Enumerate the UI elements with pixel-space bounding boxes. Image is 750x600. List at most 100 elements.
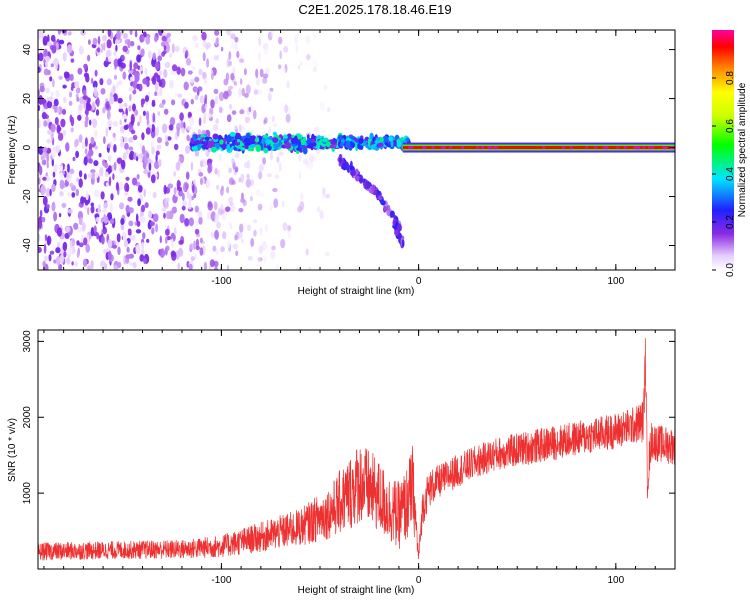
heatmap-cell bbox=[176, 66, 181, 75]
heatmap-cell bbox=[234, 166, 239, 173]
heatmap-cell bbox=[185, 145, 190, 154]
heatmap-cell bbox=[119, 202, 125, 210]
heatmap-cell bbox=[170, 238, 174, 249]
heatmap-cell bbox=[171, 206, 177, 214]
heatmap-cell bbox=[42, 146, 48, 153]
heatmap-cell bbox=[228, 177, 235, 185]
heatmap-cell bbox=[308, 266, 312, 270]
heatmap-cell bbox=[113, 58, 119, 68]
heatmap-cell bbox=[247, 255, 253, 261]
heatmap-cell bbox=[62, 241, 68, 252]
heatmap-cell bbox=[256, 77, 260, 86]
heatmap-cell bbox=[273, 131, 277, 136]
heatmap-cell bbox=[258, 245, 263, 254]
heatmap-cell bbox=[53, 98, 59, 107]
heatmap-cell bbox=[299, 148, 303, 153]
heatmap-cell bbox=[220, 188, 224, 196]
heatmap-cell bbox=[90, 227, 95, 237]
heatmap-cell bbox=[99, 78, 104, 86]
heatmap-cell bbox=[151, 227, 155, 235]
heatmap-cell bbox=[140, 204, 146, 213]
heatmap-cell bbox=[165, 43, 170, 53]
heatmap-cell bbox=[90, 205, 95, 214]
heatmap-cell bbox=[78, 178, 83, 188]
heatmap-cell bbox=[387, 204, 391, 212]
heatmap-cell bbox=[171, 43, 175, 54]
heatmap-cell bbox=[240, 198, 246, 203]
heatmap-cell bbox=[109, 202, 113, 213]
heatmap-cell bbox=[139, 215, 146, 224]
heatmap-cell bbox=[253, 110, 257, 120]
heatmap-cell bbox=[198, 68, 203, 76]
heatmap-cell bbox=[189, 78, 195, 83]
heatmap-cell bbox=[271, 245, 276, 251]
heatmap-cell bbox=[272, 187, 278, 193]
heatmap-cell bbox=[158, 79, 163, 87]
heatmap-cell bbox=[258, 171, 263, 180]
heatmap-cell bbox=[228, 51, 232, 60]
heatmap-cell bbox=[168, 52, 173, 58]
heatmap-cell bbox=[239, 140, 243, 148]
heatmap-cell bbox=[122, 45, 128, 52]
heatmap-cell bbox=[131, 177, 138, 186]
heatmap-cell bbox=[246, 224, 252, 232]
heatmap-cell bbox=[53, 164, 58, 174]
heatmap-cell bbox=[58, 263, 63, 270]
heatmap-cell bbox=[129, 30, 133, 36]
heatmap-cell bbox=[319, 101, 325, 111]
heatmap-cell bbox=[75, 150, 79, 159]
heatmap-cell bbox=[243, 68, 247, 76]
heatmap-cell bbox=[202, 144, 207, 150]
heatmap-cell bbox=[133, 62, 139, 70]
heatmap-cell bbox=[102, 34, 107, 42]
heatmap-cell bbox=[187, 202, 192, 210]
heatmap-cell bbox=[77, 67, 83, 75]
heatmap-cell bbox=[92, 37, 98, 46]
heatmap-cell bbox=[67, 209, 73, 214]
heatmap-cell bbox=[245, 132, 251, 140]
heatmap-cell bbox=[118, 103, 122, 108]
heatmap-cell bbox=[119, 119, 122, 126]
heatmap-cell bbox=[121, 159, 126, 170]
heatmap-cell bbox=[105, 49, 112, 58]
heatmap-cell bbox=[207, 201, 213, 211]
heatmap-cell bbox=[230, 33, 236, 40]
heatmap-cell bbox=[66, 257, 71, 265]
heatmap-cell bbox=[139, 254, 145, 262]
heatmap-cell bbox=[109, 92, 113, 97]
heatmap-cell bbox=[107, 30, 112, 37]
heatmap-cell bbox=[186, 126, 192, 131]
heatmap-cell bbox=[144, 202, 149, 209]
carrier-point bbox=[634, 146, 638, 150]
heatmap-cell bbox=[322, 137, 328, 143]
heatmap-cell bbox=[161, 207, 166, 212]
heatmap-cell bbox=[38, 177, 41, 185]
snr-ylabel: SNR (10 * v/v) bbox=[7, 418, 18, 482]
heatmap-cell bbox=[185, 50, 189, 58]
heatmap-cell bbox=[115, 44, 118, 52]
heatmap-cell bbox=[126, 183, 130, 192]
heatmap-cell bbox=[38, 146, 44, 155]
heatmap-cell bbox=[250, 143, 257, 148]
heatmap-cell bbox=[232, 243, 238, 250]
heatmap-cell bbox=[113, 51, 117, 56]
heatmap-cell bbox=[122, 113, 127, 120]
heatmap-cell bbox=[143, 189, 146, 198]
heatmap-cell bbox=[237, 139, 240, 143]
heatmap-cell bbox=[144, 67, 148, 76]
heatmap-cell bbox=[41, 159, 47, 166]
heatmap-cell bbox=[238, 207, 244, 213]
x-tick-label: 0 bbox=[416, 575, 422, 586]
heatmap-cell bbox=[106, 103, 110, 110]
heatmap-cell bbox=[233, 146, 237, 151]
heatmap-cell bbox=[239, 223, 244, 233]
heatmap-cell bbox=[401, 239, 405, 248]
heatmap-cell bbox=[215, 142, 220, 150]
heatmap-cell bbox=[77, 114, 82, 121]
heatmap-cell bbox=[91, 171, 96, 180]
heatmap-cell bbox=[165, 236, 168, 244]
heatmap-cell bbox=[123, 32, 128, 40]
heatmap-cell bbox=[228, 103, 233, 110]
heatmap-cell bbox=[164, 134, 168, 142]
